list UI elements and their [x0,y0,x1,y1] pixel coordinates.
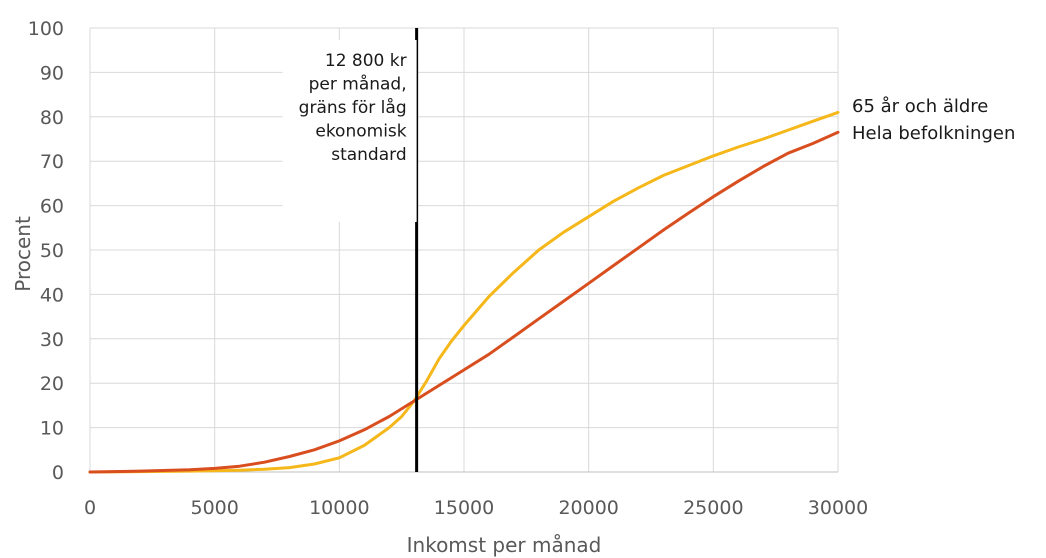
y-tick-label-0: 0 [52,462,64,484]
threshold-label-line-4: standard [331,145,406,165]
threshold-label: 12 800 kr per månad,gräns för låg ekonomis… [299,51,407,165]
grid [89,27,839,472]
x-axis-title: Inkomst per månad [407,533,602,557]
x-tick-label-4: 20000 [558,497,618,519]
y-tick-label-9: 90 [40,62,64,84]
x-axis-ticks: 0 5000 10000 15000 20000 25000 30000 [84,497,868,519]
x-tick-label-5: 25000 [683,497,743,519]
y-tick-label-4: 40 [40,284,64,306]
series-label-0: 65 år och äldre [852,96,988,117]
threshold-label-background [282,40,417,222]
y-axis-title: Procent [11,216,35,292]
threshold-label-line-3: ekonomisk [315,122,406,142]
x-tick-label-6: 30000 [808,497,868,519]
x-tick-label-2: 10000 [309,497,369,519]
series-line-1 [88,130,840,474]
x-tick-label-3: 15000 [434,497,494,519]
y-tick-label-6: 60 [40,196,64,218]
series-labels: 65 år och äldre Hela befolkningen [852,96,1015,144]
threshold-label-line-2: gräns för låg [299,97,407,118]
x-tick-label-1: 5000 [190,497,238,519]
y-tick-label-2: 20 [40,373,64,395]
series-line-0 [88,110,840,474]
y-axis-ticks: 0 10 20 30 40 50 60 70 80 90 100 [28,18,64,484]
x-tick-label-0: 0 [84,497,96,519]
y-tick-label-8: 80 [40,107,64,129]
y-tick-label-1: 10 [40,418,64,440]
threshold-label-line-0: 12 800 kr [325,51,407,71]
series-label-1: Hela befolkningen [852,123,1015,144]
threshold-label-line-1: per månad, [309,74,407,95]
y-tick-label-7: 70 [40,151,64,173]
y-tick-label-3: 30 [40,329,64,351]
y-tick-label-10: 100 [28,18,64,40]
y-tick-label-5: 50 [40,240,64,262]
series-lines [88,110,840,474]
